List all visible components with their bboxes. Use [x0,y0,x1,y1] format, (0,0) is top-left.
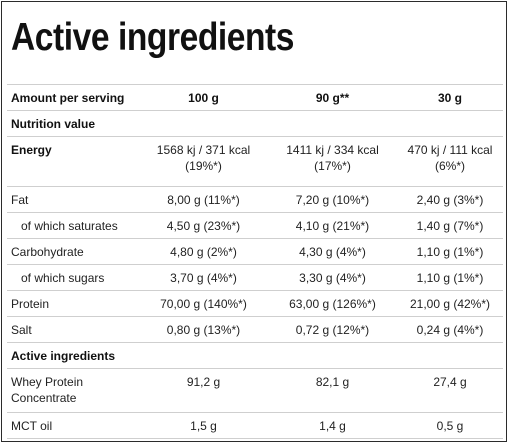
cell: 63,00 g (126%*) [268,290,397,317]
cell: 1,10 g (1%*) [397,264,503,291]
table-row-protein: Protein 70,00 g (140%*) 63,00 g (126%*) … [7,290,503,317]
cell: 1,40 g (7%*) [397,212,503,239]
cell: 1,5 g [139,412,268,439]
table-row-mct: MCT oil 1,5 g 1,4 g 0,5 g [7,412,503,439]
table-row-salt: Salt 0,80 g (13%*) 0,72 g (12%*) 0,24 g … [7,316,503,343]
row-label: Whey Protein Concentrate [7,368,139,413]
row-label: Fat [7,186,139,213]
cell: 70,00 g (140%*) [139,290,268,317]
header-col-30g: 30 g [397,84,503,111]
table-row-sugars: of which sugars 3,70 g (4%*) 3,30 g (4%*… [7,264,503,291]
header-label: Amount per serving [7,84,139,111]
row-label: Carbohydrate [7,238,139,265]
row-label: Protein [7,290,139,317]
cell: 91,2 g [139,368,268,413]
table-row-carbohydrate: Carbohydrate 4,80 g (2%*) 4,30 g (4%*) 1… [7,238,503,265]
cell: 4,80 g (2%*) [139,238,268,265]
row-label: Energy [7,136,139,187]
cell: 8,00 g (11%*) [139,186,268,213]
cell: 7,20 g (10%*) [268,186,397,213]
table-row-saturates: of which saturates 4,50 g (23%*) 4,10 g … [7,212,503,239]
nutrition-table: Amount per serving 100 g 90 g** 30 g Nut… [7,84,503,439]
cell: 0,72 g (12%*) [268,316,397,343]
cell: 1,10 g (1%*) [397,238,503,265]
row-label: of which saturates [7,212,139,239]
table-row-energy: Energy 1568 kj / 371 kcal (19%*) 1411 kj… [7,136,503,187]
cell: 1411 kj / 334 kcal (17%*) [268,136,397,187]
cell: 4,50 g (23%*) [139,212,268,239]
section-label: Nutrition value [7,110,503,137]
cell: 1,4 g [268,412,397,439]
cell: 0,24 g (4%*) [397,316,503,343]
section-label: Active ingredients [7,342,503,369]
cell: 0,80 g (13%*) [139,316,268,343]
row-label: Salt [7,316,139,343]
cell: 3,70 g (4%*) [139,264,268,291]
cell: 4,10 g (21%*) [268,212,397,239]
header-row: Amount per serving 100 g 90 g** 30 g [7,84,503,111]
page-title: Active ingredients [11,16,295,59]
cell: 21,00 g (42%*) [397,290,503,317]
table-row-whey: Whey Protein Concentrate 91,2 g 82,1 g 2… [7,368,503,413]
cell: 1568 kj / 371 kcal (19%*) [139,136,268,187]
cell: 470 kj / 111 kcal (6%*) [397,136,503,187]
cell: 2,40 g (3%*) [397,186,503,213]
section-row-nutrition: Nutrition value [7,110,503,137]
header-col-100g: 100 g [139,84,268,111]
cell: 3,30 g (4%*) [268,264,397,291]
cell: 27,4 g [397,368,503,413]
cell: 4,30 g (4%*) [268,238,397,265]
table-row-fat: Fat 8,00 g (11%*) 7,20 g (10%*) 2,40 g (… [7,186,503,213]
cell: 82,1 g [268,368,397,413]
cell: 0,5 g [397,412,503,439]
row-label: of which sugars [7,264,139,291]
row-label: MCT oil [7,412,139,439]
section-row-active: Active ingredients [7,342,503,369]
header-col-90g: 90 g** [268,84,397,111]
